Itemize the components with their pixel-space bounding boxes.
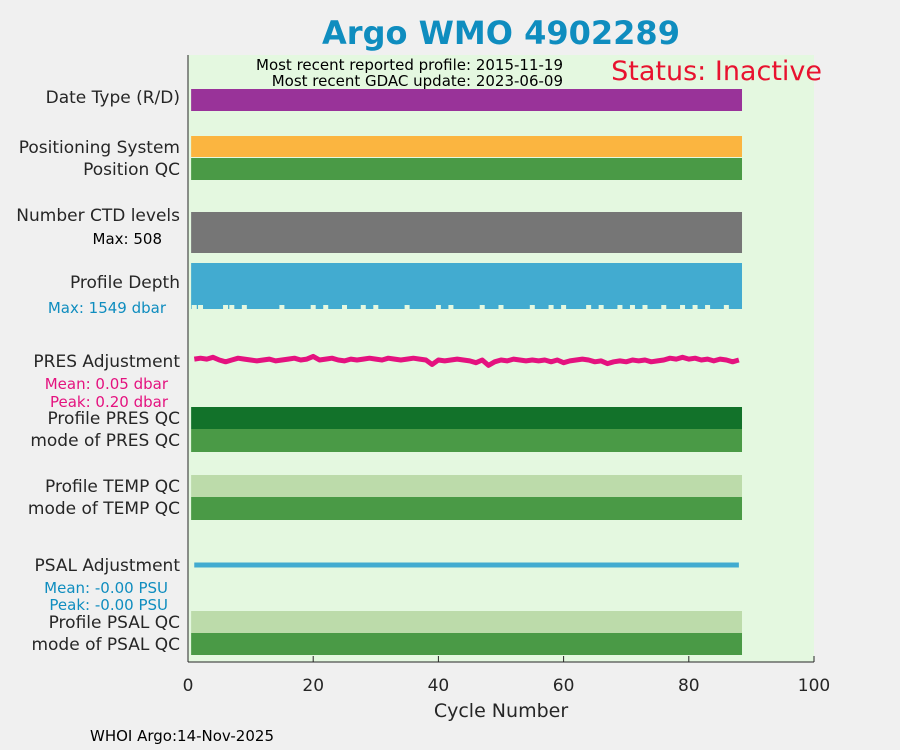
row-label-profile-pres-qc: Profile PRES QC — [47, 409, 180, 429]
row-label-profile-depth: Profile Depth — [70, 273, 180, 293]
mode-psal-qc-bar — [191, 633, 743, 655]
row-label-mode-psal-qc: mode of PSAL QC — [31, 635, 180, 655]
depth-dip-mark — [692, 305, 698, 309]
x-tick-label: 0 — [183, 676, 194, 696]
depth-dip-mark — [548, 305, 554, 309]
profile-temp-qc-bar — [191, 475, 743, 497]
depth-dip-mark — [191, 305, 197, 309]
position-qc-bar — [191, 158, 743, 180]
pres-adjustment-line — [193, 353, 740, 368]
x-tick-label: 20 — [302, 676, 324, 696]
x-tick-label: 40 — [428, 676, 450, 696]
depth-dip-mark — [241, 305, 247, 309]
row-label-ctd-levels: Number CTD levels — [16, 206, 180, 226]
depth-dip-mark — [586, 305, 592, 309]
depth-dip-mark — [198, 305, 204, 309]
pres-peak-text: Peak: 0.20 dbar — [50, 393, 169, 411]
row-label-profile-temp-qc: Profile TEMP QC — [45, 477, 180, 497]
depth-dip-mark — [561, 305, 567, 309]
row-label-psal-adjustment: PSAL Adjustment — [35, 556, 181, 576]
row-label-position-qc: Position QC — [83, 160, 180, 180]
psal-mean-text: Mean: -0.00 PSU — [44, 579, 168, 597]
psal-peak-text: Peak: -0.00 PSU — [49, 596, 168, 614]
recent-update-text: Most recent GDAC update: 2023-06-09 — [272, 72, 563, 90]
chart-title: Argo WMO 4902289 — [322, 14, 680, 52]
date-type-bar — [191, 89, 743, 111]
depth-dip-mark — [342, 305, 347, 309]
depth-dip-mark — [404, 305, 410, 309]
depth-dip-mark — [498, 305, 504, 309]
axes: 0 20 40 60 80 100 — [183, 55, 830, 696]
depth-dip-mark — [529, 305, 535, 309]
depth-dip-mark — [629, 305, 635, 309]
depth-max-text: Max: 1549 dbar — [48, 299, 167, 317]
row-label-mode-temp-qc: mode of TEMP QC — [28, 499, 180, 519]
row-label-mode-pres-qc: mode of PRES QC — [30, 431, 180, 451]
x-axis-label: Cycle Number — [434, 700, 568, 722]
depth-dip-mark — [435, 305, 441, 309]
mode-temp-qc-bar — [191, 497, 743, 520]
row-label-pres-adjustment: PRES Adjustment — [33, 352, 180, 372]
x-tick-label: 60 — [553, 676, 575, 696]
depth-dip-mark — [598, 305, 604, 309]
profile-depth-bar — [191, 263, 743, 309]
row-label-positioning-system: Positioning System — [19, 138, 180, 158]
footer-text: WHOI Argo:14-Nov-2025 — [90, 727, 274, 745]
status-text: Status: Inactive — [611, 56, 822, 87]
depth-dip-mark — [360, 305, 366, 309]
depth-dip-mark — [642, 305, 648, 309]
depth-dip-mark — [680, 305, 686, 309]
row-label-profile-psal-qc: Profile PSAL QC — [49, 613, 180, 633]
depth-dip-mark — [223, 305, 229, 309]
depth-dip-mark — [661, 305, 667, 309]
pres-mean-text: Mean: 0.05 dbar — [45, 375, 169, 393]
depth-dip-mark — [323, 305, 329, 309]
mode-pres-qc-bar — [191, 429, 743, 452]
x-tick-label: 100 — [798, 676, 830, 696]
row-label-date-type: Date Type (R/D) — [46, 88, 180, 108]
depth-dip-mark — [229, 305, 235, 309]
profile-pres-qc-bar — [191, 407, 743, 429]
depth-dip-mark — [705, 305, 711, 309]
ctd-levels-bar — [191, 212, 743, 253]
depth-dip-mark — [373, 305, 379, 309]
recent-profile-text: Most recent reported profile: 2015-11-19 — [256, 56, 563, 74]
ctd-max-text: Max: 508 — [93, 230, 162, 248]
depth-dip-mark — [723, 305, 729, 309]
depth-dip-mark — [279, 305, 285, 309]
depth-dip-mark — [479, 305, 485, 309]
positioning-system-bar — [191, 136, 743, 157]
data-bars — [191, 89, 743, 655]
depth-dip-mark — [448, 305, 454, 309]
depth-dip-mark — [617, 305, 623, 309]
x-tick-label: 80 — [678, 676, 700, 696]
depth-dip-mark — [310, 305, 316, 309]
profile-psal-qc-bar — [191, 611, 743, 633]
